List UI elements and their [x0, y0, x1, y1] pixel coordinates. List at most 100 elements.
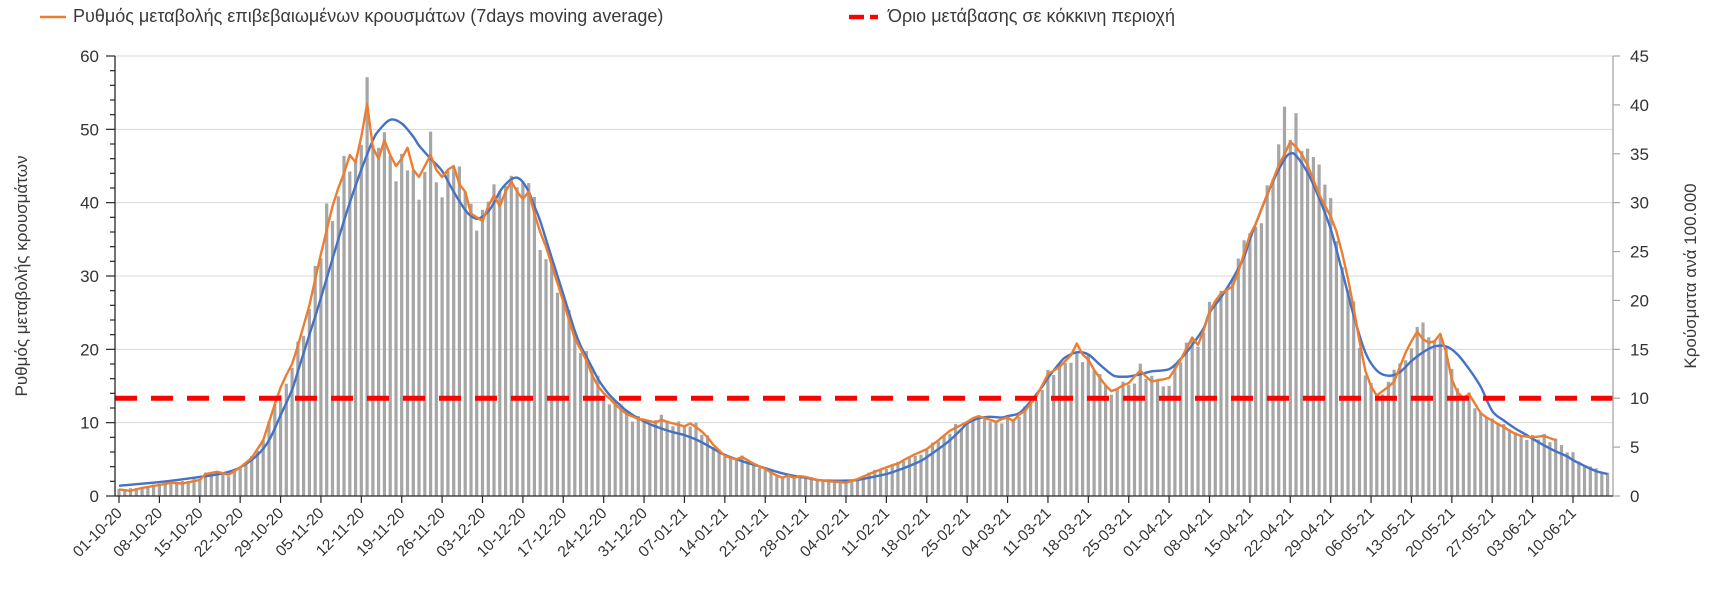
bar — [625, 411, 629, 496]
bar — [1173, 364, 1177, 496]
bar — [561, 295, 565, 496]
bar — [1375, 394, 1379, 496]
bar — [463, 191, 467, 496]
right-axis-tick-label: 30 — [1630, 194, 1649, 213]
bar — [532, 196, 536, 496]
bar — [659, 414, 663, 496]
bar — [717, 449, 721, 496]
bar — [723, 456, 727, 496]
bar — [336, 196, 340, 497]
bar — [267, 421, 271, 496]
bar — [1052, 375, 1056, 496]
bar — [1346, 289, 1350, 496]
bar — [1294, 113, 1298, 496]
bar — [1127, 384, 1131, 496]
bar — [1300, 151, 1304, 496]
bar — [146, 486, 150, 496]
daily-bars-series — [117, 77, 1610, 497]
bar — [1565, 452, 1569, 496]
bar — [642, 419, 646, 496]
bar — [429, 131, 433, 496]
bar — [1161, 386, 1165, 496]
bar — [255, 450, 260, 496]
bar — [786, 476, 790, 496]
bar — [1438, 337, 1442, 496]
bar — [1109, 394, 1113, 496]
bar — [411, 170, 415, 496]
right-axis-tick-label: 40 — [1630, 96, 1649, 115]
bar — [1525, 439, 1529, 496]
bar — [902, 461, 906, 496]
bar — [1444, 346, 1448, 496]
bar — [1225, 287, 1229, 496]
bar — [930, 442, 935, 496]
bar — [1404, 360, 1408, 496]
bar — [1519, 434, 1523, 496]
bar — [1034, 400, 1038, 496]
bar — [457, 166, 461, 496]
bar — [117, 488, 121, 496]
bar — [492, 184, 496, 497]
moving-average-series — [118, 102, 1557, 493]
bar — [1063, 363, 1067, 496]
bar — [1259, 223, 1263, 496]
bar — [1432, 340, 1437, 496]
bar — [1086, 354, 1090, 496]
bar — [711, 447, 715, 496]
legend-label-moving-average: Ρυθμός μεταβολής επιβεβαιωμένων κρουσμάτ… — [73, 6, 664, 26]
bar — [1242, 240, 1246, 496]
bar — [1248, 233, 1252, 496]
bar — [198, 479, 202, 496]
bar — [948, 433, 952, 496]
bar — [388, 156, 392, 496]
bar — [694, 422, 698, 496]
bar — [1121, 381, 1125, 496]
bar — [1415, 326, 1419, 496]
bar — [475, 230, 479, 496]
bar — [405, 170, 410, 496]
bar — [763, 470, 767, 496]
bar — [486, 201, 490, 496]
bar — [1461, 396, 1465, 496]
bar — [636, 416, 640, 496]
bar — [192, 478, 196, 496]
bar — [302, 335, 306, 496]
bar — [850, 480, 854, 496]
bar — [1381, 394, 1385, 496]
bar — [671, 426, 675, 496]
bar — [1000, 423, 1004, 496]
bar — [734, 459, 738, 496]
bar — [1456, 388, 1460, 496]
bar — [394, 181, 398, 497]
right-axis-tick-label: 35 — [1630, 145, 1649, 164]
bar — [1409, 348, 1413, 496]
bar — [359, 144, 363, 497]
bar — [994, 420, 998, 496]
bar — [1265, 185, 1269, 497]
legend-item-moving-average: Ρυθμός μεταβολής επιβεβαιωμένων κρουσμάτ… — [40, 6, 663, 27]
bar — [1334, 241, 1338, 496]
bar — [134, 488, 138, 496]
bar — [1473, 408, 1477, 496]
bar — [169, 482, 173, 496]
bar — [313, 265, 317, 496]
bar — [1548, 442, 1552, 496]
bar — [1392, 369, 1396, 496]
bar — [377, 147, 381, 497]
bar — [440, 197, 444, 497]
bar — [665, 420, 669, 496]
bar — [630, 421, 635, 496]
bar — [579, 352, 583, 496]
bar — [740, 455, 744, 496]
bar — [1340, 267, 1344, 496]
bar — [1496, 423, 1500, 496]
left-axis-tick-label: 0 — [90, 487, 99, 506]
bar — [838, 482, 842, 496]
bar — [1069, 362, 1073, 496]
bar — [1606, 472, 1610, 496]
left-axis-tick-label: 10 — [80, 414, 99, 433]
bar — [757, 467, 762, 496]
bar — [1081, 362, 1085, 496]
bar — [544, 259, 548, 496]
